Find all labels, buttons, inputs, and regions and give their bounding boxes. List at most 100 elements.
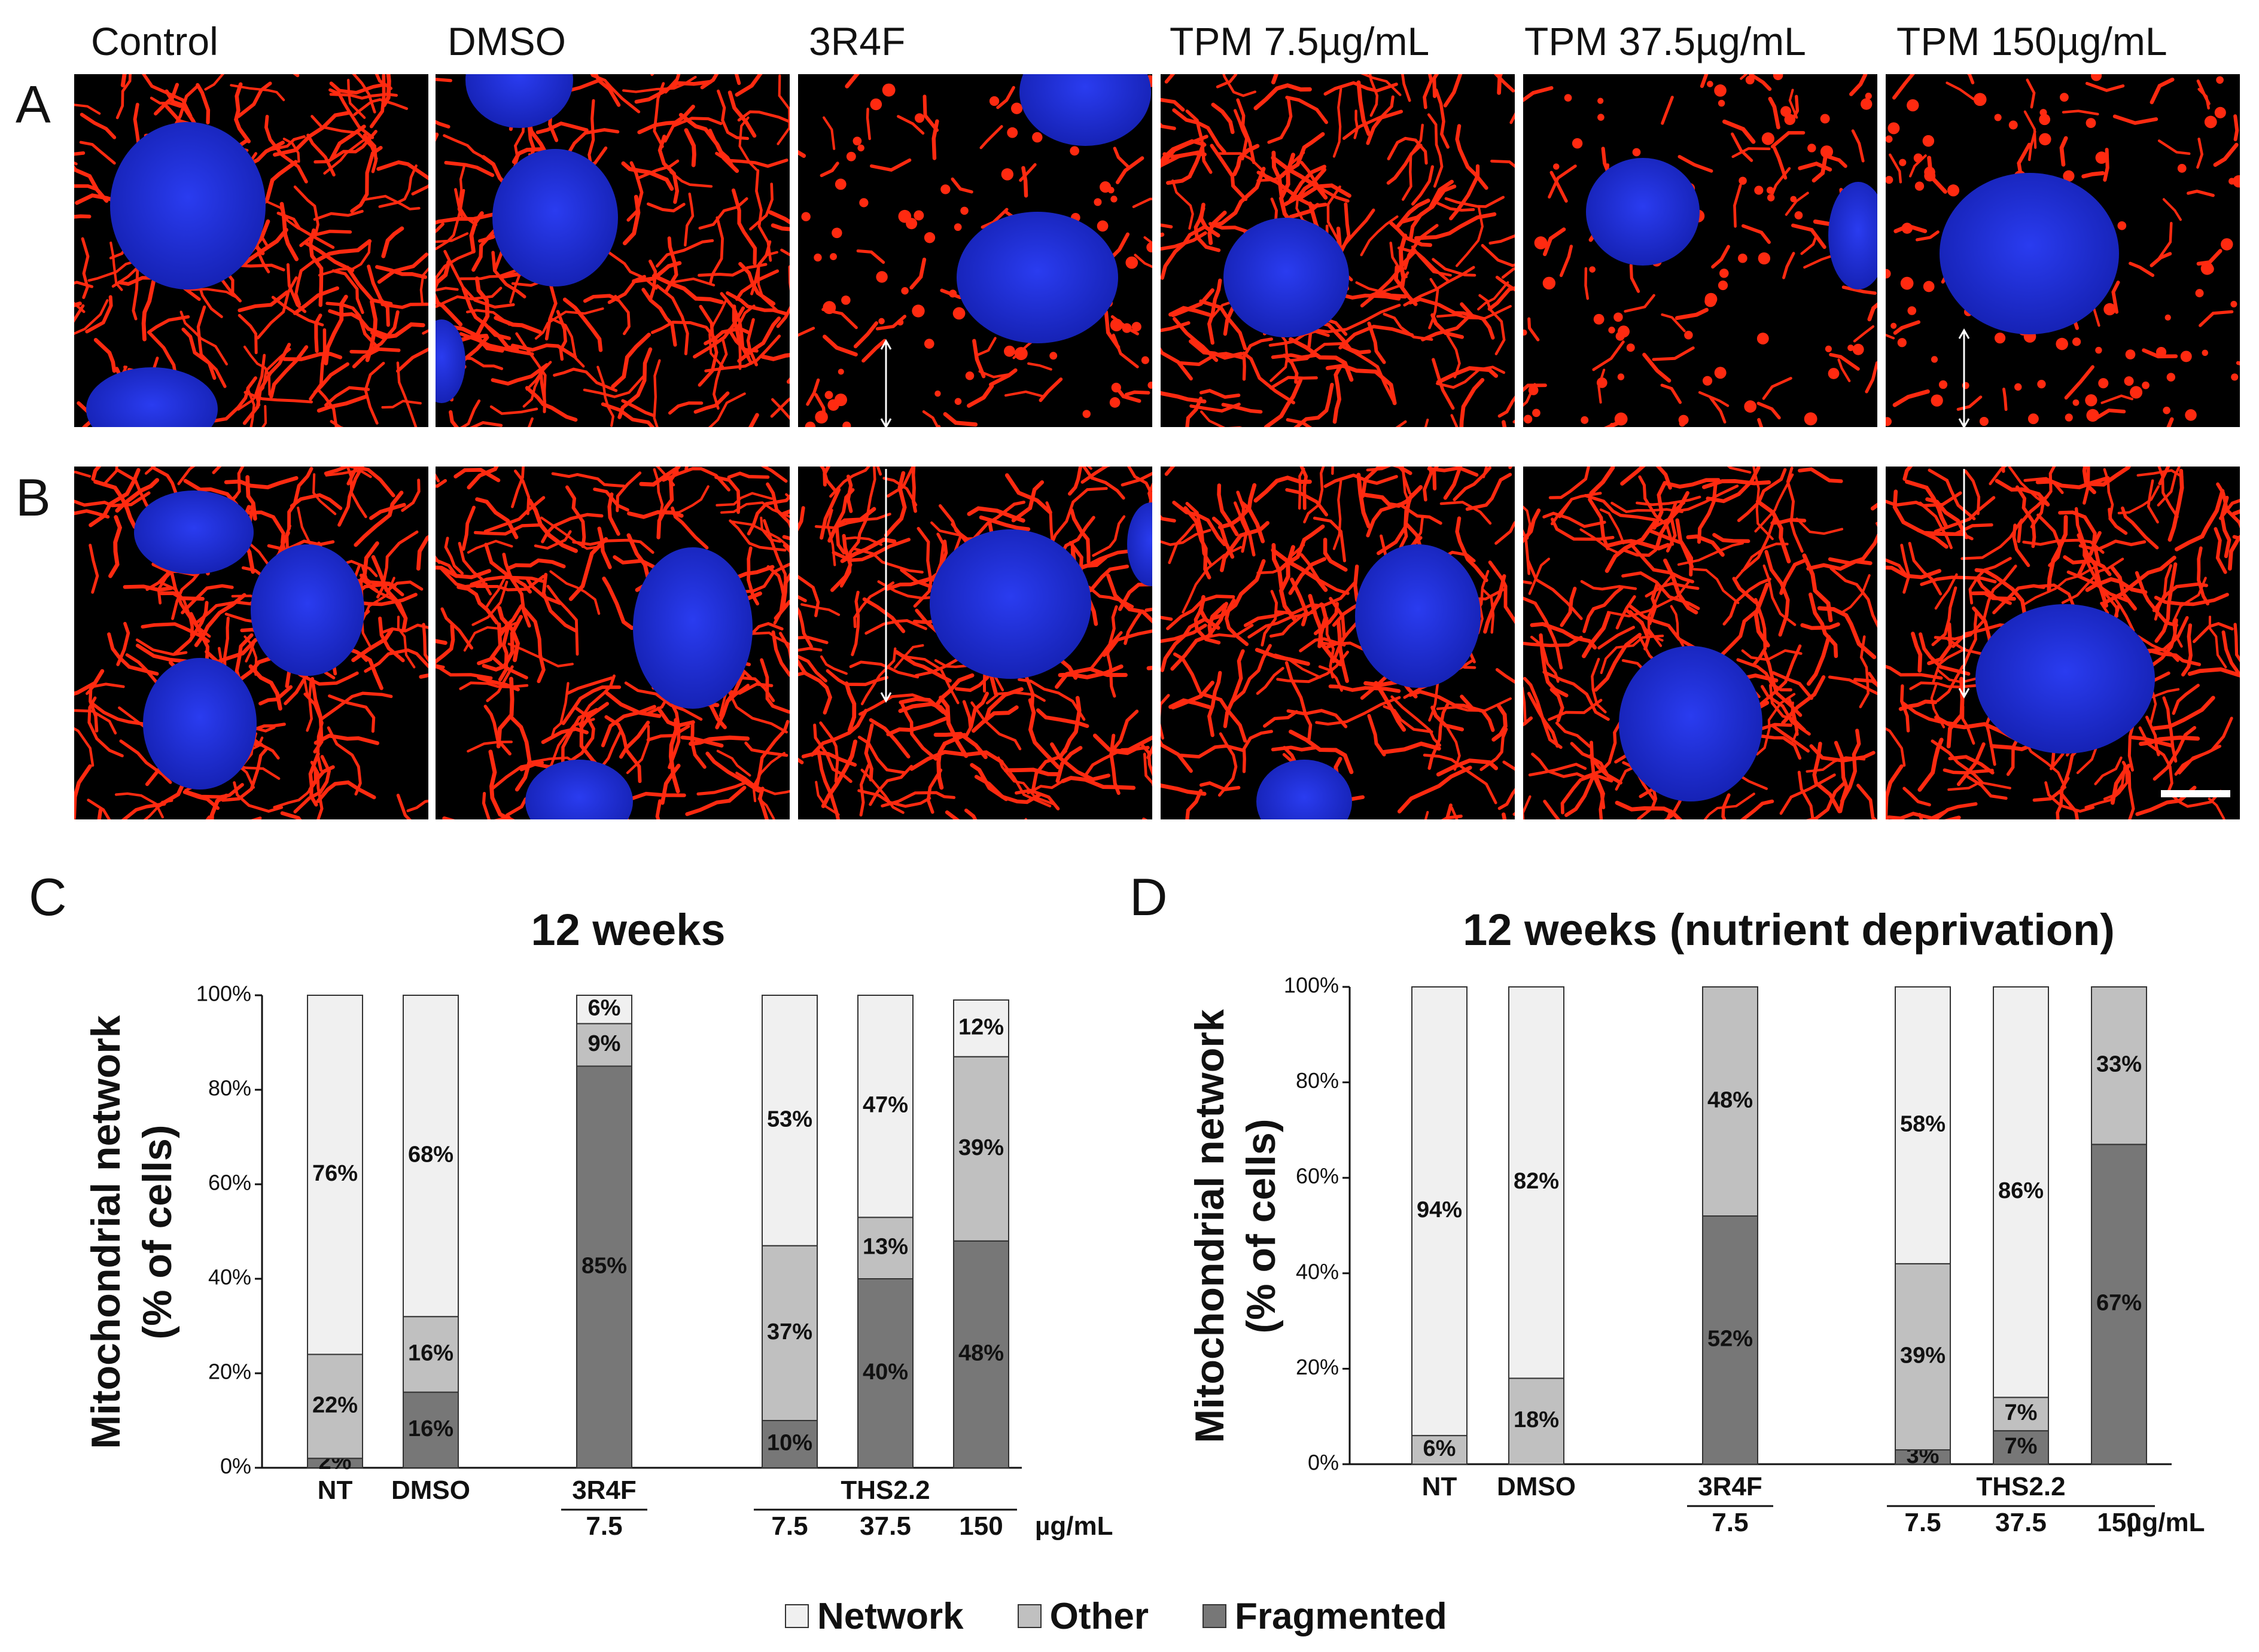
nucleus (1019, 74, 1151, 146)
nucleus (957, 212, 1118, 343)
micrograph-panel (1886, 467, 2240, 819)
y-tick-label: 0% (1308, 1450, 1339, 1475)
group-label: THS2.2 (1976, 1472, 2065, 1501)
x-tick-label: NT (318, 1476, 353, 1505)
legend-label-fragmented: Fragmented (1234, 1595, 1447, 1637)
nucleus (930, 529, 1091, 679)
micrograph-column-label: 3R4F (809, 19, 905, 63)
bar-segment-network (576, 995, 632, 1025)
y-tick-label: 100% (196, 982, 251, 1006)
micrograph-background (1523, 74, 1877, 427)
data-label: 12% (958, 1014, 1004, 1040)
bar-segment-other (1993, 1397, 2049, 1432)
micrograph-panel (798, 74, 1152, 427)
arrow-head (880, 339, 892, 350)
data-label: 53% (767, 1107, 812, 1132)
y-tick-label: 40% (208, 1265, 251, 1290)
arrow-head (1958, 418, 1970, 429)
bar-segment-other (307, 1354, 363, 1459)
data-label: 39% (1900, 1343, 1946, 1368)
micrograph-panel (798, 467, 1152, 819)
data-label: 48% (958, 1340, 1004, 1366)
nucleus (143, 658, 257, 790)
data-label: 67% (2096, 1291, 2142, 1316)
nucleus (110, 122, 266, 289)
data-label: 16% (408, 1416, 453, 1441)
bar-segment-other (403, 1316, 459, 1393)
chart-legend: Network Other Fragmented (785, 1592, 1501, 1640)
nucleus (492, 149, 618, 286)
micrograph-column-label: DMSO (447, 19, 566, 63)
bar-segment-network (307, 995, 363, 1355)
bar-segment-other (953, 1056, 1009, 1242)
nucleus (1940, 173, 2119, 334)
micrograph-panel (1523, 74, 1877, 427)
x-tick-label: 150 (2097, 1508, 2141, 1537)
legend-swatch-fragmented (1202, 1604, 1226, 1628)
data-label: 9% (588, 1031, 621, 1056)
data-label: 7% (2005, 1434, 2038, 1459)
micrograph-panel (74, 467, 428, 819)
chart-panel-c: C 12 weeks Mitochondrial network (% of cell… (29, 867, 1113, 1541)
legend-item-network: Network (785, 1595, 964, 1638)
data-label: 40% (863, 1360, 908, 1385)
y-tick-label: 80% (208, 1076, 251, 1101)
bar-segment-network (1411, 986, 1468, 1437)
bar-segment-fragmented (762, 1420, 818, 1468)
micrograph-background (436, 74, 790, 427)
bar-segment-other (1895, 1263, 1951, 1451)
bar-segment-other (762, 1245, 818, 1421)
bar-segment-network (1508, 986, 1564, 1379)
bar-segment-network (857, 995, 914, 1218)
legend-label-network: Network (817, 1595, 964, 1637)
micrograph-grid: Control DMSO 3R4F TPM 7.5µg/mL TPM 37.5µg/mL… (16, 19, 2240, 819)
y-axis-label: (% of cells) (135, 1125, 180, 1340)
y-tick-label: 20% (1296, 1355, 1339, 1379)
x-tick-label: 37.5 (1995, 1508, 2047, 1537)
micrograph-row-label: B (16, 468, 51, 527)
legend-swatch-other (1017, 1604, 1042, 1628)
bar-segment-other (2091, 986, 2147, 1145)
bar-segment-fragmented (1702, 1215, 1758, 1465)
data-label: 82% (1514, 1169, 1559, 1194)
nucleus (1127, 502, 1152, 586)
panel-letter: D (1130, 867, 1168, 926)
bar-segment-fragmented (2091, 1144, 2147, 1465)
group-label: 3R4F (1698, 1472, 1762, 1501)
nucleus (1355, 544, 1481, 688)
data-label: 18% (1514, 1407, 1559, 1432)
data-label: 6% (588, 996, 621, 1021)
data-label: 39% (958, 1135, 1004, 1160)
legend-swatch-network (785, 1604, 809, 1628)
data-label: 13% (863, 1235, 908, 1260)
data-label: 86% (1998, 1178, 2044, 1203)
data-label: 22% (312, 1392, 358, 1418)
arrow-head (1958, 328, 1970, 339)
bar-segment-fragmented (857, 1278, 914, 1468)
micrograph-panel (1161, 467, 1515, 819)
bar-segment-network (762, 995, 818, 1246)
data-label: 94% (1417, 1197, 1462, 1223)
nucleus (465, 74, 573, 128)
bar-segment-other (1411, 1435, 1468, 1465)
bar-segment-fragmented (576, 1065, 632, 1468)
legend-item-other: Other (1017, 1595, 1149, 1638)
y-tick-label: 80% (1296, 1068, 1339, 1093)
data-label: 10% (767, 1431, 812, 1456)
micrograph-panel (74, 74, 428, 427)
y-axis-label: (% of cells) (1238, 1119, 1284, 1334)
micrograph-panel (436, 467, 790, 819)
nucleus (633, 547, 753, 709)
nucleus (251, 544, 364, 676)
chart-title: 12 weeks (531, 905, 725, 955)
nucleus (436, 319, 465, 403)
nucleus (1975, 604, 2155, 754)
mitochondria (798, 467, 1152, 819)
x-tick-label: DMSO (391, 1476, 470, 1505)
x-tick-label: 7.5 (1904, 1508, 1941, 1537)
nucleus (1256, 760, 1352, 819)
micrograph-panel (1161, 74, 1515, 427)
data-label: 37% (767, 1319, 812, 1345)
micrograph-panel (1523, 467, 1877, 819)
